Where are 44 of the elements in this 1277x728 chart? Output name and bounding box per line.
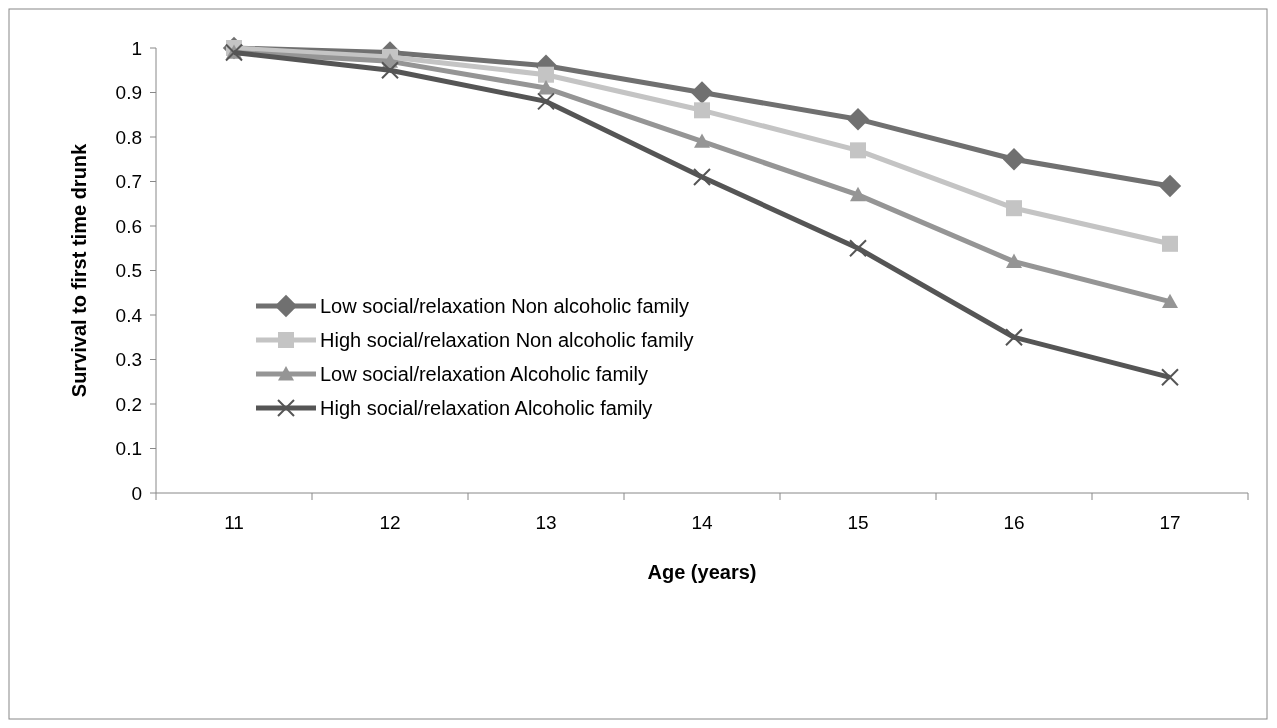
- x-tick-label: 16: [1003, 512, 1025, 533]
- y-tick-label: 0.3: [115, 349, 142, 371]
- legend-label: Low social/relaxation Alcoholic family: [320, 363, 648, 385]
- y-tick-label: 0.6: [115, 215, 142, 237]
- point: [1002, 148, 1026, 171]
- point: [690, 81, 714, 104]
- point: [537, 92, 555, 111]
- x-tick-label: 12: [379, 512, 401, 533]
- point: [693, 168, 711, 187]
- legend-label: High social/relaxation Alcoholic family: [320, 397, 653, 419]
- point: [1006, 200, 1022, 217]
- legend-label: High social/relaxation Non alcoholic family: [320, 329, 694, 351]
- y-axis-title: Survival to first time drunk: [68, 142, 90, 398]
- point: [694, 133, 710, 148]
- point: [850, 142, 866, 159]
- point: [846, 108, 870, 131]
- x-tick-label: 14: [691, 512, 713, 533]
- x-tick-label: 17: [1159, 512, 1181, 533]
- point: [538, 80, 554, 95]
- y-tick-label: 0.7: [115, 171, 142, 193]
- y-tick-label: 0.5: [115, 260, 142, 282]
- point: [1158, 174, 1182, 198]
- y-tick-label: 0.2: [115, 393, 142, 415]
- x-axis-title: Age (years): [647, 561, 757, 583]
- y-tick-label: 0: [131, 482, 142, 504]
- y-tick-label: 0.8: [115, 126, 142, 148]
- y-tick-label: 0.9: [115, 82, 142, 104]
- point: [1005, 328, 1023, 347]
- y-tick-label: 0.1: [115, 438, 142, 460]
- y-tick-label: 0.4: [115, 304, 143, 326]
- y-tick-label: 1: [131, 37, 142, 59]
- point: [694, 102, 710, 119]
- point: [1162, 293, 1178, 309]
- point: [850, 186, 866, 202]
- point: [1006, 253, 1022, 268]
- x-tick-label: 11: [224, 512, 244, 533]
- x-tick-label: 15: [847, 512, 869, 533]
- point: [1162, 235, 1178, 252]
- legend-label: Low social/relaxation Non alcoholic family: [320, 295, 690, 317]
- point: [849, 239, 867, 258]
- point: [538, 66, 554, 83]
- point: [1161, 368, 1179, 387]
- point: [381, 61, 399, 80]
- x-tick-label: 13: [535, 512, 557, 533]
